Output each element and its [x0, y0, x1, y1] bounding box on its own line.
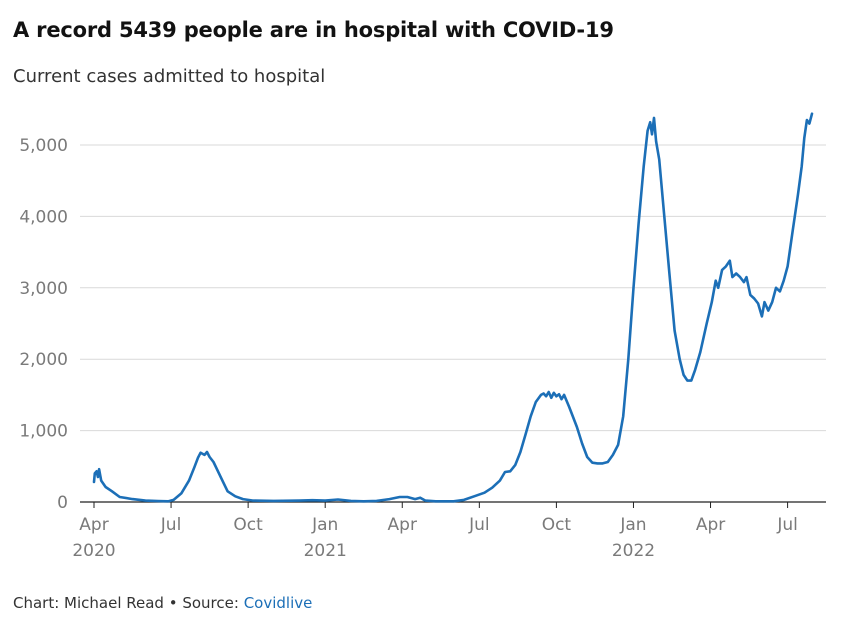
x-tick-label: Jul: [468, 515, 490, 535]
footer-separator: •: [163, 594, 183, 612]
source-link[interactable]: Covidlive: [243, 594, 313, 612]
x-tick-label: Oct: [542, 515, 572, 535]
y-tick-label: 1,000: [19, 422, 68, 442]
y-axis-ticks: 0 1,000 2,000 3,000 4,000 5,000: [19, 136, 68, 513]
y-tick-label: 5,000: [19, 136, 68, 156]
chart-footer: Chart: Michael Read • Source: Covidlive: [13, 594, 312, 612]
x-tick-label: Jul: [160, 515, 182, 535]
x-tick-year-label: 2022: [612, 541, 655, 561]
chart-title: A record 5439 people are in hospital wit…: [13, 18, 614, 42]
gridlines: [80, 144, 826, 432]
y-tick-label: 3,000: [19, 279, 68, 299]
x-tick-label: Oct: [233, 515, 263, 535]
x-tick-label: Apr: [388, 515, 417, 535]
y-tick-label: 2,000: [19, 350, 68, 370]
line-chart: 0 1,000 2,000 3,000 4,000 5,000 Apr 2020 Jul Oct…: [19, 112, 826, 561]
x-tick-label: Jan: [311, 515, 338, 535]
x-tick-year-label: 2021: [304, 541, 347, 561]
source-label: Source:: [182, 594, 244, 612]
x-tick-label: Apr: [79, 515, 108, 535]
series-line-hospital-cases: [92, 112, 814, 503]
x-tick-label: Jul: [776, 515, 798, 535]
chart-subtitle: Current cases admitted to hospital: [13, 66, 326, 87]
x-tick-year-label: 2020: [72, 541, 115, 561]
chart-credit: Chart: Michael Read: [13, 594, 164, 612]
y-tick-label: 0: [57, 493, 68, 513]
x-tick-label: Apr: [696, 515, 725, 535]
y-tick-label: 4,000: [19, 207, 68, 227]
x-axis-ticks: Apr 2020 Jul Oct Jan 2021 Apr Jul Oct Jan 2022 Apr J…: [72, 502, 798, 561]
x-tick-label: Jan: [619, 515, 646, 535]
